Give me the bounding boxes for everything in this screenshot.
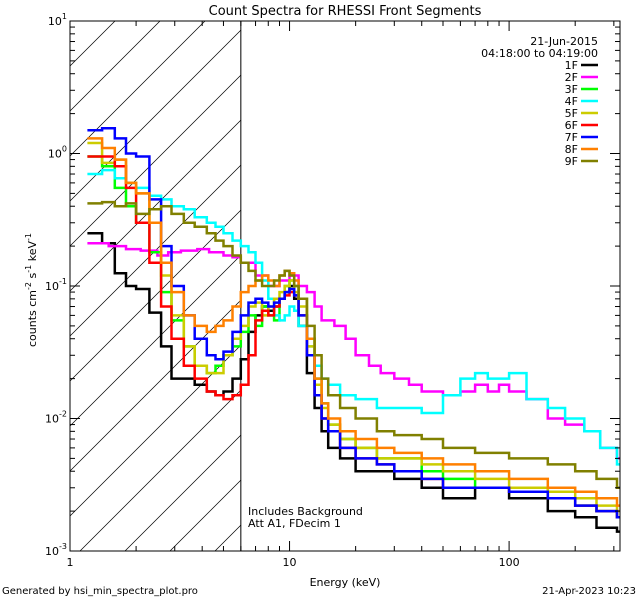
observation-date: 21-Jun-2015: [530, 35, 598, 48]
x-tick-label: 1: [67, 556, 74, 569]
legend-label-7F: 7F: [565, 131, 578, 144]
hatch-line: [70, 164, 241, 337]
hatch-line: [70, 21, 71, 22]
y-tick-label: 101: [48, 12, 67, 28]
y-tick-label: 10-3: [45, 542, 67, 558]
chart-title: Count Spectra for RHESSI Front Segments: [209, 4, 482, 19]
excluded-energy-hatch: [70, 21, 241, 551]
series-3F: [87, 155, 620, 519]
hatch-line: [79, 389, 241, 551]
legend-label-8F: 8F: [565, 143, 578, 156]
x-tick-label: 100: [499, 556, 520, 569]
plot-frame: [69, 20, 621, 552]
y-axis-label: counts cm-2 s-1 keV-1: [24, 233, 39, 347]
series-7F: [87, 127, 620, 519]
x-tick-label: 10: [283, 556, 297, 569]
series-9F: [87, 200, 620, 490]
hatch-line: [70, 299, 241, 472]
hatch-line: [70, 344, 241, 517]
series-6F: [87, 155, 620, 519]
series-group: [87, 127, 620, 533]
hatch-line: [70, 29, 241, 202]
attenuator-note: Att A1, FDecim 1: [248, 517, 341, 530]
hatch-line: [70, 209, 241, 382]
y-tick-label: 10-2: [45, 410, 67, 426]
series-4F: [87, 168, 620, 466]
legend-label-1F: 1F: [565, 59, 578, 72]
legend-label-5F: 5F: [565, 107, 578, 120]
background-note: Includes Background: [248, 505, 363, 518]
observation-time-range: 04:18:00 to 04:19:00: [481, 47, 598, 60]
legend-label-3F: 3F: [565, 83, 578, 96]
hatch-line: [70, 74, 241, 247]
legend-label-2F: 2F: [565, 71, 578, 84]
hatch-line: [70, 254, 241, 427]
footer-generated-by: Generated by hsi_min_spectra_plot.pro: [2, 586, 198, 597]
legend-label-6F: 6F: [565, 119, 578, 132]
hatch-line: [124, 434, 241, 551]
legend-label-9F: 9F: [565, 155, 578, 168]
y-tick-label: 10-1: [45, 277, 67, 293]
legend-label-4F: 4F: [565, 95, 578, 108]
hatch-line: [70, 21, 206, 157]
hatch-line: [70, 21, 161, 112]
series-2F: [87, 242, 620, 460]
y-tick-label: 100: [48, 145, 67, 161]
footer-timestamp: 21-Apr-2023 10:23: [542, 586, 636, 597]
x-axis-label: Energy (keV): [310, 576, 381, 589]
x-axis-ticks: 1 10 100: [67, 21, 615, 569]
y-axis-ticks: 10-3 10-2 10-1 100 101: [45, 12, 620, 558]
